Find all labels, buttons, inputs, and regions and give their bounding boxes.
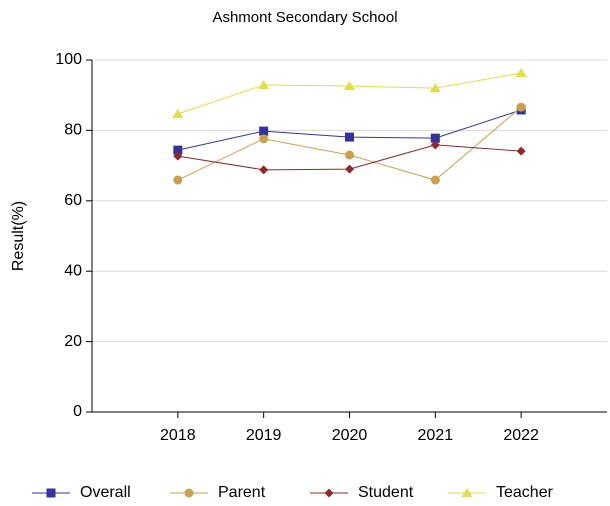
marker [46,488,56,498]
marker [259,126,269,136]
legend-label: Student [358,484,414,501]
legend-item: Student [310,484,414,501]
marker [516,102,526,112]
legend-label: Teacher [496,484,554,501]
legend-item: Teacher [448,484,554,501]
marker [173,145,183,155]
chart-title: Ashmont Secondary School [212,9,397,26]
x-tick-label: 2022 [503,427,539,444]
legend-label: Overall [80,484,131,501]
marker [259,165,269,175]
marker [345,132,354,142]
x-tick-label: 2021 [418,427,454,444]
marker [173,175,183,185]
legend-label: Parent [218,484,266,501]
y-tick-label: 20 [64,333,82,350]
marker [461,488,473,497]
marker [430,175,440,185]
marker [258,79,270,89]
marker [344,81,355,91]
series-line [177,72,522,115]
legend-item: Parent [170,484,266,501]
marker [324,488,334,498]
marker [345,164,354,174]
marker [259,134,269,144]
marker [345,150,354,160]
y-tick-label: 40 [64,262,82,279]
marker [184,488,194,498]
x-tick-label: 2018 [160,427,196,444]
marker [430,133,440,143]
marker [172,108,184,118]
marker [173,151,183,161]
marker [515,68,527,78]
y-axis-label: Result(%) [10,201,27,271]
legend-item: Overall [32,484,131,501]
y-tick-label: 0 [73,403,82,420]
y-tick-label: 60 [64,192,82,209]
y-tick-label: 80 [64,122,82,139]
y-tick-label: 100 [55,51,82,68]
x-tick-label: 2020 [332,427,368,444]
marker [516,146,526,156]
x-tick-label: 2019 [246,427,282,444]
marker [430,140,440,150]
marker [429,83,441,93]
